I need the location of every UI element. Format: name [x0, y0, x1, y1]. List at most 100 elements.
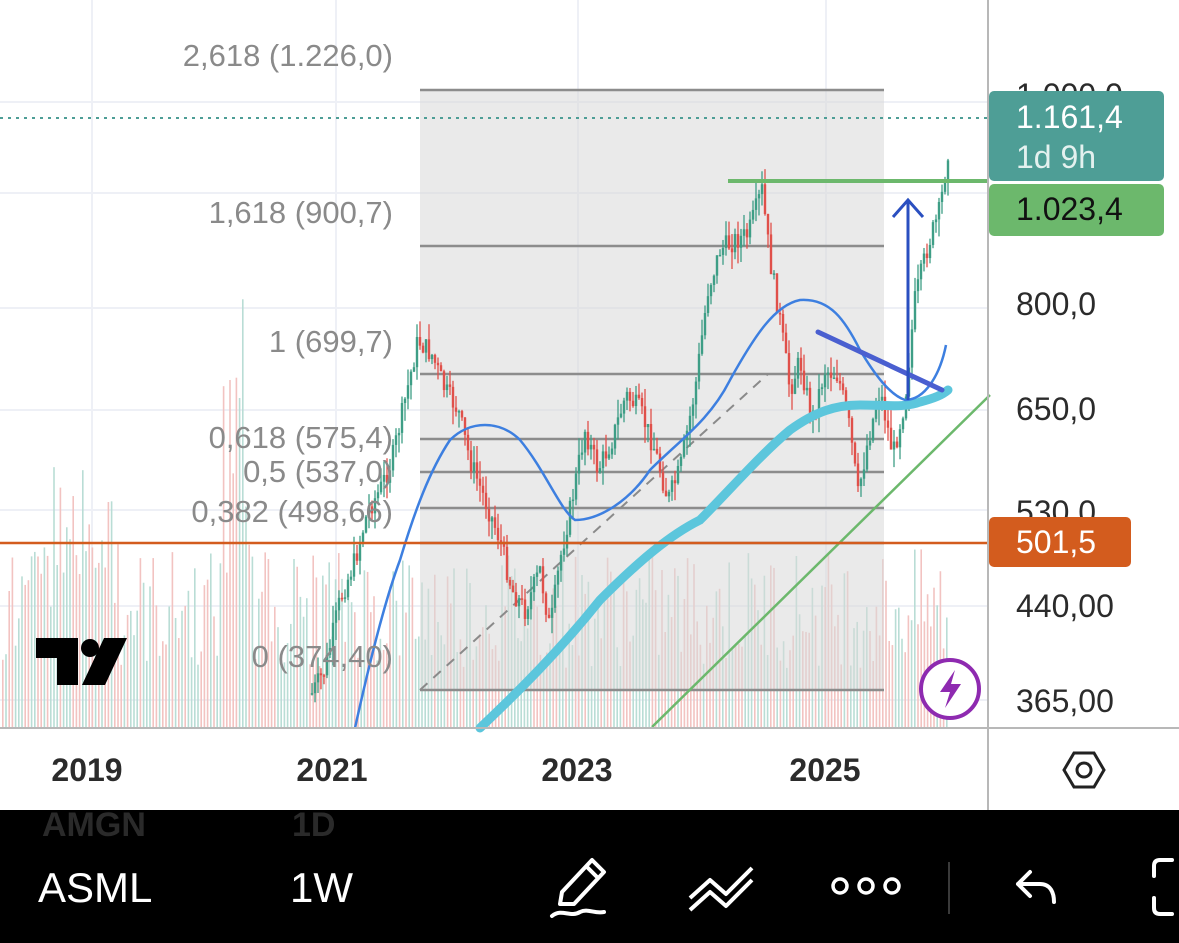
- more-icon[interactable]: [830, 874, 902, 898]
- volume-bar: [366, 571, 369, 728]
- price-tag-last: 1.161,4 1d 9h: [989, 91, 1164, 181]
- volume-bar: [350, 602, 353, 728]
- volume-bar: [258, 598, 260, 728]
- volume-bar: [462, 666, 465, 728]
- price-label-800: 800,0: [1016, 286, 1096, 322]
- candle-body: [880, 396, 884, 401]
- candle-body: [901, 418, 905, 430]
- volume-bar: [78, 574, 81, 728]
- candle-body: [379, 481, 383, 493]
- lightning-icon[interactable]: [919, 658, 981, 720]
- candle-body: [388, 470, 392, 483]
- candle-body: [937, 201, 941, 220]
- candle-body: [574, 473, 578, 500]
- volume-bar: [395, 600, 398, 728]
- candle-body: [646, 424, 650, 428]
- price-label-440: 440,00: [1016, 588, 1114, 624]
- volume-bar: [30, 556, 33, 728]
- candle-body: [649, 424, 653, 451]
- candle-body: [802, 370, 806, 391]
- ghost-interval: 1D: [292, 806, 336, 844]
- price-tag-support: 501,5: [989, 517, 1131, 567]
- candle-body: [790, 384, 794, 394]
- volume-bar: [203, 585, 206, 728]
- candle-body: [505, 546, 509, 580]
- candle-body: [559, 554, 563, 571]
- candle-body: [589, 444, 593, 450]
- symbol-button[interactable]: ASML: [38, 864, 153, 911]
- price-chart[interactable]: 2,618 (1.226,0) 1,618 (900,7) 1 (699,7) …: [0, 0, 1179, 810]
- volume-bar: [152, 558, 154, 728]
- fullscreen-icon[interactable]: [1148, 856, 1179, 918]
- candle-body: [796, 357, 800, 379]
- candle-body: [400, 403, 404, 433]
- volume-bar: [18, 618, 20, 728]
- candle-body: [319, 673, 323, 676]
- volume-bar: [414, 638, 417, 728]
- candle-body: [640, 398, 644, 407]
- volume-bar: [542, 661, 545, 728]
- candle-body: [352, 553, 356, 577]
- price-label-365: 365,00: [1016, 683, 1114, 719]
- candle-body: [862, 469, 866, 479]
- volume-bar: [8, 590, 10, 728]
- volume-bar: [859, 667, 862, 728]
- candle-body: [532, 576, 536, 593]
- candle-body: [694, 381, 698, 405]
- volume-bar: [123, 635, 126, 728]
- line-tools-icon[interactable]: [686, 858, 758, 914]
- candle-body: [370, 506, 374, 514]
- volume-bar: [498, 660, 500, 728]
- candle-body: [631, 400, 635, 407]
- rising-trendline[interactable]: [651, 394, 991, 728]
- fib-label-0382: 0,382 (498,66): [191, 494, 393, 529]
- undo-icon[interactable]: [1012, 866, 1060, 906]
- candle-body: [838, 380, 842, 384]
- volume-bar: [248, 544, 250, 728]
- volume-bar: [274, 606, 276, 728]
- volume-bar: [338, 553, 340, 728]
- volume-bar: [850, 665, 852, 728]
- volume-bar: [66, 527, 68, 728]
- breakout-arrow[interactable]: [891, 197, 925, 400]
- settings-hexagon-icon[interactable]: [1062, 751, 1106, 789]
- candle-body: [940, 191, 944, 202]
- candle-body: [562, 548, 566, 555]
- volume-bar: [344, 641, 346, 728]
- candle-body: [568, 500, 572, 535]
- volume-bar: [296, 566, 298, 728]
- candle-body: [700, 335, 704, 354]
- volume-bar: [174, 617, 177, 728]
- volume-bar: [347, 598, 350, 728]
- candle-body: [769, 234, 773, 275]
- fib-label-1618: 1,618 (900,7): [209, 195, 393, 230]
- volume-bar: [85, 551, 87, 728]
- volume-bar: [840, 664, 842, 728]
- candle-body: [661, 472, 665, 491]
- interval-button[interactable]: 1W: [290, 864, 353, 911]
- time-axis[interactable]: 2019 2021 2023 2025: [51, 752, 860, 788]
- volume-bar: [779, 660, 782, 728]
- pencil-icon[interactable]: [548, 852, 612, 922]
- candle-body: [712, 275, 716, 286]
- candle-body: [868, 440, 872, 446]
- volume-bar: [165, 644, 167, 728]
- wedge-trendline[interactable]: [815, 329, 945, 393]
- volume-bar: [21, 576, 23, 728]
- volume-bar: [210, 553, 212, 728]
- volume-bar: [133, 635, 135, 728]
- candle-body: [775, 273, 779, 313]
- volume-bar: [219, 563, 222, 728]
- candle-body: [577, 454, 581, 474]
- volume-bar: [370, 612, 372, 728]
- candle-body: [469, 450, 473, 472]
- volume-bar: [69, 539, 71, 728]
- volume-bar: [261, 591, 263, 728]
- volume-bar: [146, 660, 148, 728]
- candles: [310, 158, 950, 703]
- volume-bar: [382, 649, 385, 728]
- volume-bar: [11, 557, 14, 728]
- volume-bar: [251, 556, 254, 728]
- volume-bar: [315, 577, 318, 728]
- year-label-2019: 2019: [51, 752, 122, 788]
